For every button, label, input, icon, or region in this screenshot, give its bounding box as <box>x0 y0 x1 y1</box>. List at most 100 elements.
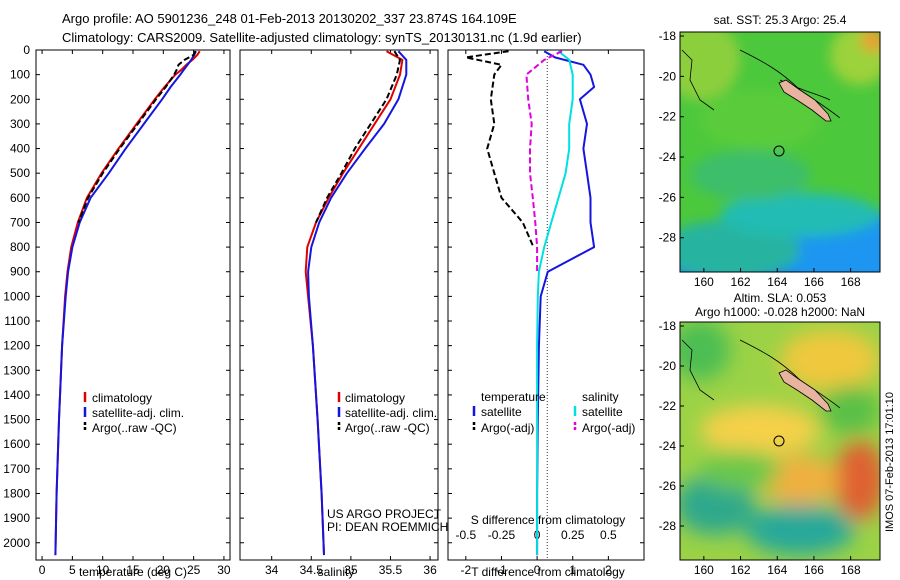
salinity-axis: 34 34.5 35 35.5 36 <box>265 50 437 577</box>
lon-tick-label: 162 <box>731 275 751 289</box>
temperature-xlabel: temperature (deg C) <box>79 565 187 579</box>
x-tick-label: 0 <box>39 563 46 577</box>
s-difference-axis: -0.5 -0.25 0 0.25 0.5 <box>455 528 617 542</box>
sla-map-frame <box>679 321 881 561</box>
temperature-series <box>54 50 201 556</box>
series-line-black <box>77 50 197 223</box>
title-line-2: Climatology: CARS2009. Satellite-adjuste… <box>62 30 582 45</box>
depth-tick-label: 700 <box>10 215 30 229</box>
legend-label-satellite: satellite-adj. clim. <box>92 406 184 420</box>
lat-tick-label: -28 <box>659 231 677 245</box>
depth-tick-label: 800 <box>10 240 30 254</box>
depth-tick-label: 100 <box>10 68 30 82</box>
x-tick-label: 10 <box>96 563 110 577</box>
salinity-panel: 34 34.5 35 35.5 36 salinity US ARGO PROJECT … <box>239 49 448 579</box>
lat-tick-label: -26 <box>659 479 677 493</box>
lat-tick-label: -18 <box>659 319 677 333</box>
depth-tick-label: 1900 <box>3 511 30 525</box>
lat-tick-label: -22 <box>659 399 677 413</box>
legend-label-climatology: climatology <box>92 391 152 405</box>
x-tick-label: 1 <box>569 563 576 577</box>
temperature-panel: 0100200300400500600700800900100011001200… <box>3 43 231 579</box>
difference-depth-ticks <box>448 49 644 544</box>
depth-tick-label: 1800 <box>3 486 30 500</box>
sst-map-ticks: 160 162 164 166 168 -18 -20 -22 -24 -26 -28 <box>659 29 861 289</box>
x-tick-label: 0 <box>534 563 541 577</box>
lon-tick-label: 164 <box>767 275 787 289</box>
title-line-1: Argo profile: AO 5901236_248 01-Feb-2013… <box>62 11 517 26</box>
x-tick-label: -2 <box>460 563 471 577</box>
x-tick-label: -1 <box>496 563 507 577</box>
depth-tick-label: 0 <box>23 43 30 57</box>
depth-tick-label: 400 <box>10 142 30 156</box>
lon-tick-label: 168 <box>841 275 861 289</box>
lat-tick-label: -22 <box>659 110 677 124</box>
lat-tick-label: -20 <box>659 69 677 83</box>
s-tick-label: -0.5 <box>455 528 476 542</box>
depth-tick-label: 1700 <box>3 462 30 476</box>
temperature-axis: 0 5 10 15 20 25 30 <box>39 50 231 577</box>
x-tick-label: 15 <box>126 563 140 577</box>
depth-tick-label: 1500 <box>3 413 30 427</box>
sst-field-patches <box>680 32 880 272</box>
lon-tick-label: 162 <box>731 563 751 577</box>
series-line-magenta <box>525 50 563 272</box>
depth-tick-label: 1200 <box>3 339 30 353</box>
x-tick-label: 34.5 <box>300 563 324 577</box>
series-line-red <box>54 50 201 556</box>
legend-label-argo: Argo(..raw -QC) <box>345 421 430 435</box>
sst-map-frame <box>679 31 881 273</box>
legend-label-s-satellite: satellite <box>582 405 623 419</box>
x-tick-label: 2 <box>605 563 612 577</box>
depth-tick-label: 600 <box>10 191 30 205</box>
salinity-xlabel: salinity <box>318 565 355 579</box>
legend-title-temperature: temperature <box>481 390 546 404</box>
x-tick-label: 36 <box>423 563 437 577</box>
lon-tick-label: 166 <box>804 275 824 289</box>
lat-tick-label: -20 <box>659 359 677 373</box>
x-tick-label: 25 <box>187 563 201 577</box>
series-line-black <box>315 50 401 223</box>
salinity-plot-frame <box>239 49 439 561</box>
difference-series <box>464 50 596 556</box>
sst-new-caledonia <box>778 79 832 122</box>
lon-tick-label: 160 <box>694 563 714 577</box>
legend-label-satellite: satellite-adj. clim. <box>345 406 437 420</box>
lat-tick-label: -26 <box>659 190 677 204</box>
s-tick-label: 0.25 <box>561 528 585 542</box>
lat-tick-label: -24 <box>659 150 677 164</box>
depth-tick-label: 500 <box>10 166 30 180</box>
legend-label-s-argo: Argo(-adj) <box>582 421 635 435</box>
project-annotation-line-2: PI: DEAN ROEMMICH <box>327 520 448 534</box>
project-annotation-line-1: US ARGO PROJECT <box>327 507 442 521</box>
x-tick-label: 35 <box>344 563 358 577</box>
legend-label-climatology: climatology <box>345 391 405 405</box>
s-tick-label: 0.5 <box>600 528 617 542</box>
temperature-legend: climatology satellite-adj. clim. Argo(..… <box>83 391 184 435</box>
legend-label-argo: Argo(..raw -QC) <box>92 421 177 435</box>
sla-map-panel: Altim. SLA: 0.053 Argo h1000: -0.028 h20… <box>659 291 881 577</box>
depth-tick-label: 1300 <box>3 363 30 377</box>
x-tick-label: 5 <box>69 563 76 577</box>
lon-tick-label: 166 <box>804 563 824 577</box>
lat-tick-label: -24 <box>659 439 677 453</box>
salinity-legend: climatology satellite-adj. clim. Argo(..… <box>337 391 437 435</box>
difference-plot-frame <box>447 49 645 561</box>
series-line-black <box>464 50 535 248</box>
x-tick-label: 35.5 <box>379 563 403 577</box>
lon-tick-label: 168 <box>841 563 861 577</box>
legend-label-t-satellite: satellite <box>481 405 522 419</box>
sla-heatmap <box>680 322 880 560</box>
s-tick-label: -0.25 <box>488 528 516 542</box>
x-tick-label: 20 <box>157 563 171 577</box>
x-tick-label: 30 <box>217 563 231 577</box>
sla-argo-marker <box>773 435 785 447</box>
sla-new-caledonia <box>778 369 832 412</box>
lat-tick-label: -18 <box>659 29 677 43</box>
depth-tick-label: 2000 <box>3 536 30 550</box>
sst-map-title: sat. SST: 25.3 Argo: 25.4 <box>714 13 847 27</box>
depth-tick-label: 1000 <box>3 289 30 303</box>
sla-map-ticks: 160 162 164 166 168 -18 -20 -22 -24 -26 -28 <box>659 319 861 577</box>
series-line-cyan <box>536 50 574 556</box>
